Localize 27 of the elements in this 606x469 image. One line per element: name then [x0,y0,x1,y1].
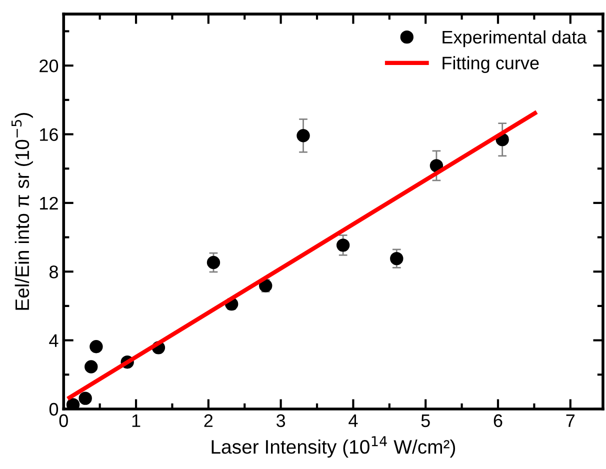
legend-label: Experimental data [442,30,587,48]
y-tick-label: 20 [40,60,58,72]
y-tick-label: 4 [49,334,58,347]
legend-label: Fitting curve [442,56,539,74]
x-axis-title: Laser Intensity (10$^{14}$ W/cm²) [212,436,456,458]
y-tick-label: 16 [40,128,58,141]
x-tick-label: 1 [132,414,140,427]
x-tick-label: 0 [59,414,68,428]
point [430,159,444,172]
y-tick-label: 0 [49,402,58,416]
point [90,340,103,354]
point [206,256,220,270]
x-tick-label: 7 [566,414,575,427]
x-tick-label: 5 [421,414,430,428]
point [78,392,92,405]
point [296,129,310,142]
x-tick-label: 6 [494,414,502,428]
point [84,360,98,374]
y-axis-title: Eel/Ein into π sr (10$^{−5}$) [12,113,33,310]
x-tick-label: 3 [276,414,286,428]
point [66,398,80,409]
y-tick-label: 8 [50,266,58,278]
point [390,252,404,266]
x-tick-label: 4 [348,414,358,427]
point [336,238,350,252]
x-tick-label: 2 [204,414,213,427]
y-tick-label: 12 [40,196,58,210]
